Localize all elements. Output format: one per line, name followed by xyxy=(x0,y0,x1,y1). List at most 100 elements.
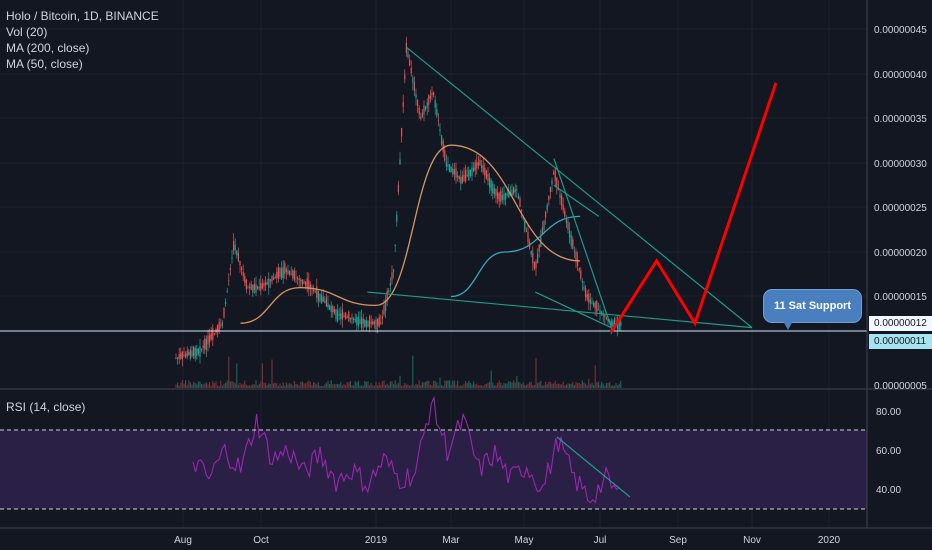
volume-bar xyxy=(345,384,347,388)
candle-body xyxy=(545,212,547,218)
candle-body xyxy=(327,303,329,308)
candle-body xyxy=(389,282,391,287)
volume-bar xyxy=(530,381,532,388)
volume-bar xyxy=(301,381,303,388)
volume-bar xyxy=(225,382,227,388)
legend-ma50[interactable]: MA (50, close) xyxy=(6,57,83,71)
volume-bar xyxy=(439,377,441,388)
legend-ma200[interactable]: MA (200, close) xyxy=(6,41,90,55)
volume-bar xyxy=(281,385,283,388)
candle-body xyxy=(420,116,422,119)
candle-body xyxy=(551,180,553,185)
candle-body xyxy=(577,259,579,266)
volume-bar xyxy=(284,385,286,388)
candle-body xyxy=(321,295,323,304)
volume-bar xyxy=(175,384,177,388)
volume-bar xyxy=(354,381,356,388)
volume-bar xyxy=(210,385,212,388)
volume-bar xyxy=(602,383,604,388)
volume-bar xyxy=(437,385,439,388)
candle-body xyxy=(385,300,387,311)
candle-body xyxy=(477,162,479,166)
volume-bar xyxy=(428,380,430,388)
volume-bar xyxy=(226,380,228,388)
volume-bar xyxy=(213,383,215,388)
volume-bar xyxy=(364,380,366,388)
volume-bar xyxy=(297,384,299,388)
candle-body xyxy=(197,348,199,355)
candle-body xyxy=(199,346,201,357)
candle-body xyxy=(226,291,228,293)
volume-bar xyxy=(474,384,476,388)
candle-body xyxy=(402,102,404,107)
candle-body xyxy=(175,358,177,360)
candle-body xyxy=(465,170,467,182)
price-axis-label: 0.00000035 xyxy=(874,114,927,125)
rsi-legend[interactable]: RSI (14, close) xyxy=(6,400,86,414)
candle-body xyxy=(271,275,273,282)
volume-bar xyxy=(596,382,598,388)
volume-bar xyxy=(244,380,246,388)
price-axis-label: 0.00000040 xyxy=(874,70,927,81)
volume-bar xyxy=(181,380,183,388)
volume-bar xyxy=(385,384,387,388)
symbol-title[interactable]: Holo / Bitcoin, 1D, BINANCE xyxy=(6,9,159,23)
volume-bar xyxy=(503,383,505,388)
rsi-trendline xyxy=(556,436,631,498)
volume-bar xyxy=(260,381,262,388)
candle-body xyxy=(593,303,595,307)
candle-body xyxy=(317,291,319,302)
candle-body xyxy=(461,175,463,184)
trendline xyxy=(553,158,612,328)
candle-body xyxy=(228,280,230,282)
volume-bar xyxy=(241,384,243,388)
candle-body xyxy=(255,284,257,294)
candle-body xyxy=(409,59,411,66)
candle-body xyxy=(413,82,415,91)
volume-bar xyxy=(228,356,230,388)
volume-bar xyxy=(306,381,308,388)
volume-bar xyxy=(308,380,310,388)
volume-bar xyxy=(501,385,503,388)
candle-body xyxy=(607,318,609,322)
candle-body xyxy=(337,310,339,322)
time-axis-label: Nov xyxy=(743,535,761,546)
volume-bar xyxy=(482,385,484,388)
volume-bar xyxy=(290,383,292,388)
volume-bar xyxy=(252,384,254,388)
volume-bar xyxy=(322,385,324,388)
volume-bar xyxy=(295,383,297,388)
volume-bar xyxy=(388,385,390,388)
candle-body xyxy=(565,219,567,223)
volume-bar xyxy=(197,381,199,388)
volume-bar xyxy=(433,380,435,388)
volume-bar xyxy=(511,382,513,388)
time-axis-label: Jul xyxy=(594,535,607,546)
volume-bar xyxy=(580,383,582,388)
candle-body xyxy=(348,311,350,322)
volume-bar xyxy=(591,382,593,388)
candle-body xyxy=(575,251,577,261)
candle-body xyxy=(217,324,219,333)
candle-body xyxy=(559,194,561,198)
volume-bar xyxy=(370,382,372,388)
candle-body xyxy=(612,321,614,327)
volume-bar xyxy=(362,385,364,388)
candle-body xyxy=(473,167,475,172)
candle-body xyxy=(220,324,222,326)
candle-body xyxy=(484,167,486,176)
volume-bar xyxy=(420,385,422,388)
volume-bar xyxy=(489,381,491,388)
candle-body xyxy=(298,278,300,281)
candle-body xyxy=(522,216,524,219)
candle-body xyxy=(450,166,452,173)
candle-body xyxy=(415,94,417,99)
legend-volume[interactable]: Vol (20) xyxy=(6,25,48,39)
volume-bar xyxy=(319,385,321,388)
candle-body xyxy=(511,189,513,197)
volume-bar xyxy=(452,380,454,388)
candle-body xyxy=(436,109,438,117)
volume-bar xyxy=(236,363,238,388)
candle-body xyxy=(517,195,519,199)
